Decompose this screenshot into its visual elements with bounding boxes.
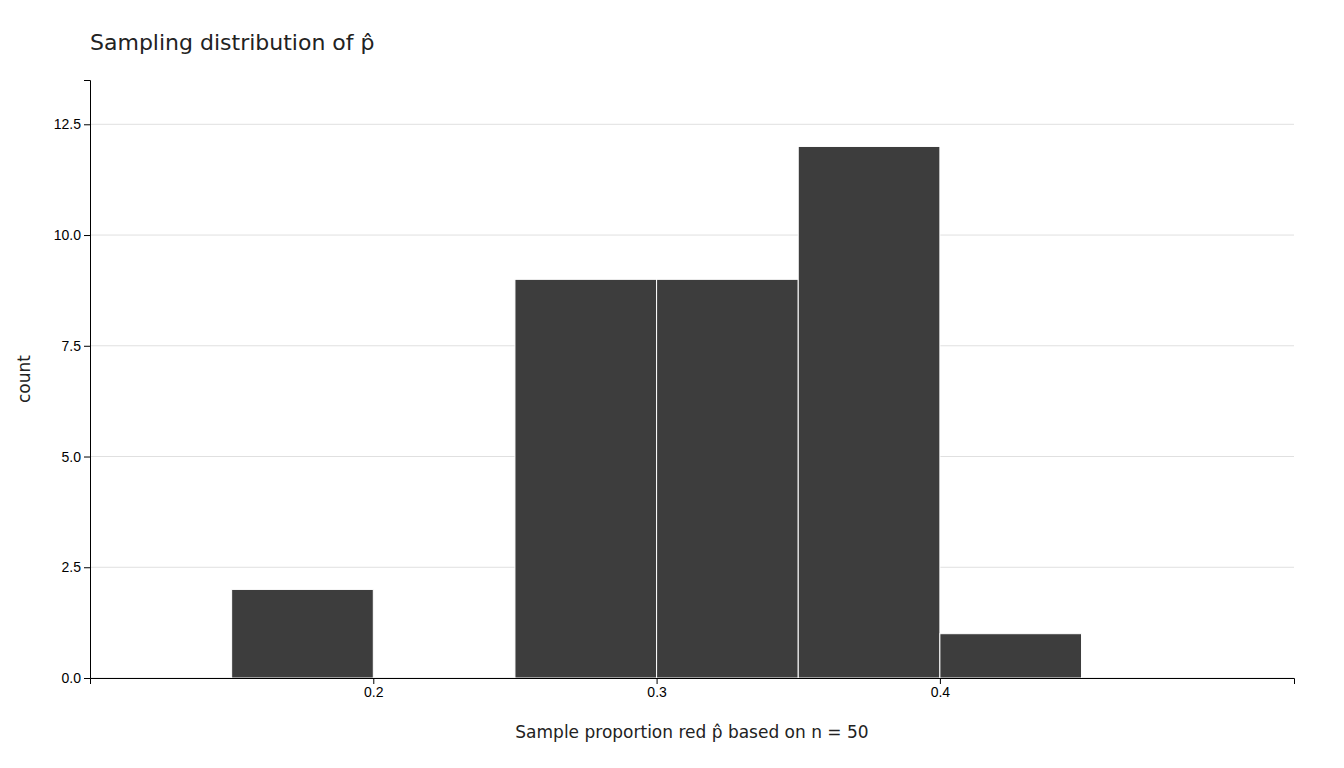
chart: 0.2 0.3 0.4 0.0 2.5 5.0 7.5 10.0 12.5 Sampling di… bbox=[0, 0, 1344, 768]
x-tick-label: 0.2 bbox=[364, 684, 384, 700]
grid bbox=[90, 124, 1294, 678]
bar bbox=[515, 279, 657, 678]
x-axis-line bbox=[91, 679, 1295, 685]
x-axis-title: Sample proportion red p̂ based on n = 50 bbox=[515, 722, 868, 742]
y-tick-label: 2.5 bbox=[62, 559, 82, 575]
bar bbox=[657, 279, 799, 678]
y-axis-title: count bbox=[14, 355, 34, 403]
grid-line bbox=[90, 124, 1294, 125]
bar bbox=[798, 146, 940, 678]
grid-line bbox=[90, 235, 1294, 236]
y-tick-label: 10.0 bbox=[54, 227, 81, 243]
bar bbox=[940, 634, 1082, 678]
bar bbox=[1082, 678, 1224, 679]
y-tick-label: 0.0 bbox=[62, 670, 82, 686]
y-tick: 0.0 bbox=[62, 670, 90, 686]
x-tick-label: 0.3 bbox=[647, 684, 667, 700]
y-tick-label: 5.0 bbox=[62, 448, 82, 464]
bar bbox=[232, 589, 374, 678]
x-tick: 0.3 bbox=[647, 678, 667, 700]
y-tick-label: 12.5 bbox=[54, 116, 81, 132]
y-tick-mark bbox=[84, 567, 90, 568]
y-axis-line bbox=[84, 81, 91, 679]
bars bbox=[232, 146, 1082, 678]
y-tick: 5.0 bbox=[62, 448, 90, 464]
plot-area: 0.2 0.3 0.4 0.0 2.5 5.0 7.5 10.0 12.5 bbox=[54, 81, 1295, 700]
y-tick-mark bbox=[84, 678, 90, 679]
y-tick-mark bbox=[84, 457, 90, 458]
y-tick-mark bbox=[84, 346, 90, 347]
y-tick: 7.5 bbox=[62, 338, 90, 354]
x-tick-label: 0.4 bbox=[931, 684, 951, 700]
chart-container: 0.2 0.3 0.4 0.0 2.5 5.0 7.5 10.0 12.5 Sampling di… bbox=[0, 0, 1344, 768]
y-tick: 2.5 bbox=[62, 559, 90, 575]
y-tick: 10.0 bbox=[54, 227, 90, 243]
bar bbox=[373, 678, 515, 679]
x-axis: 0.2 0.3 0.4 bbox=[91, 678, 1295, 700]
y-tick-label: 7.5 bbox=[62, 338, 82, 354]
y-axis: 0.0 2.5 5.0 7.5 10.0 12.5 bbox=[54, 81, 91, 686]
x-tick: 0.2 bbox=[364, 678, 384, 700]
y-tick: 12.5 bbox=[54, 116, 90, 132]
y-tick-mark bbox=[84, 235, 90, 236]
title: Sampling distribution of p̂ bbox=[90, 30, 375, 55]
x-tick: 0.4 bbox=[931, 678, 951, 700]
y-tick-mark bbox=[84, 124, 90, 125]
